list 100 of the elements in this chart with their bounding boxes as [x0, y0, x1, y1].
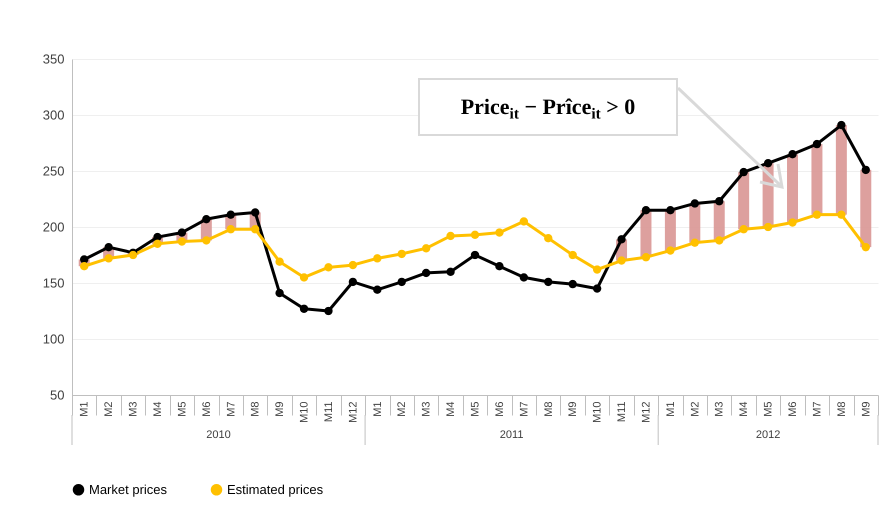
point: [862, 242, 870, 252]
point: [128, 250, 138, 260]
x-tick-label: M3: [714, 402, 726, 417]
point: [446, 268, 455, 276]
point: [617, 256, 626, 265]
point: [837, 120, 846, 130]
point: [739, 225, 748, 234]
x-tick-label: M10: [592, 402, 604, 423]
x-tick-label: M3: [420, 402, 433, 417]
x-tick-label: M7: [811, 402, 824, 417]
x-tick-label: M1: [78, 402, 91, 417]
x-tick-label: M9: [274, 402, 286, 417]
x-tick-label: M6: [494, 402, 506, 417]
point: [812, 140, 822, 148]
point: [470, 250, 480, 260]
x-tick-label: M5: [176, 402, 188, 417]
callout-box: Price$_{it}$ − Prîce$_{it}$ > 0: [418, 78, 678, 136]
annotation: Price$_{it}$ − Prîce$_{it}$ > 0: [460, 94, 636, 123]
point: [373, 254, 382, 263]
point: [446, 232, 455, 240]
bar: [787, 154, 798, 223]
point: [812, 210, 822, 219]
point: [520, 217, 528, 226]
point: [715, 236, 724, 245]
point: [324, 263, 333, 272]
x-tick-label: M2: [396, 402, 408, 417]
x-tick-label: M9: [567, 402, 580, 417]
x-tick-label: M6: [787, 402, 800, 417]
x-tick-label: M2: [103, 402, 116, 417]
x-tick-label: M10: [298, 402, 311, 423]
y-tick-label: 100: [42, 332, 64, 346]
point: [568, 280, 577, 288]
point: [617, 235, 626, 244]
x-tick-label: M4: [445, 402, 458, 417]
point: [348, 278, 358, 286]
x-tick-label: M1: [664, 402, 677, 417]
point: [398, 250, 406, 258]
point: [422, 244, 430, 252]
x-tick-label: M11: [322, 402, 335, 422]
point: [764, 158, 772, 168]
x-tick-label: M9: [860, 402, 872, 417]
x-tick-label: M8: [250, 402, 262, 417]
y-tick-label: 300: [42, 108, 64, 122]
y-tick-label: 150: [42, 276, 64, 290]
point: [226, 225, 235, 234]
point: [300, 304, 308, 313]
point: [764, 222, 772, 232]
point: [715, 197, 724, 206]
point: [788, 218, 797, 227]
point: [422, 268, 430, 278]
point: [568, 250, 577, 260]
x-tick-label: M4: [738, 402, 750, 417]
bar: [860, 170, 872, 248]
point: [642, 206, 650, 214]
x-tick-label: M8: [542, 402, 555, 417]
point: [153, 240, 162, 248]
point: [544, 278, 552, 286]
point: [690, 199, 699, 208]
point: [324, 306, 333, 316]
x-tick-label: M5: [762, 402, 775, 417]
point: [202, 214, 211, 224]
x-tick-label: M12: [640, 402, 652, 423]
text: 2010: [206, 429, 231, 441]
point: [666, 246, 675, 255]
point: [251, 208, 260, 217]
point: [373, 286, 382, 294]
point: [592, 265, 602, 274]
point: [739, 168, 748, 176]
point: [104, 254, 113, 263]
point: [592, 284, 602, 293]
point: [690, 238, 699, 247]
bar: [836, 125, 847, 215]
point: [275, 288, 284, 298]
point: [666, 206, 675, 214]
x-tick-label: M12: [347, 402, 360, 423]
point: [226, 210, 235, 219]
point: [495, 228, 504, 237]
point: [275, 258, 284, 266]
y-tick-label: 350: [42, 52, 64, 66]
x-tick-label: M3: [128, 402, 140, 417]
point: [178, 237, 186, 246]
point: [495, 262, 504, 270]
x-tick-label: M4: [152, 402, 164, 417]
x-tick-label: M5: [470, 402, 482, 417]
x-tick-label: M1: [372, 402, 384, 417]
x-tick-label: M8: [836, 402, 848, 417]
x-tick-label: M6: [200, 402, 213, 417]
x-tick-label: M7: [225, 402, 238, 417]
point: [80, 262, 88, 270]
point: [300, 273, 308, 282]
text: 2012: [756, 429, 780, 441]
x-tick-label: M11: [616, 402, 628, 422]
point: [544, 234, 552, 242]
point: [251, 225, 260, 234]
point: [202, 236, 211, 245]
point: [470, 230, 480, 240]
y-tick-label: 250: [42, 164, 64, 178]
point: [837, 210, 846, 219]
y-tick-label: 50: [50, 388, 64, 402]
point: [104, 242, 113, 252]
